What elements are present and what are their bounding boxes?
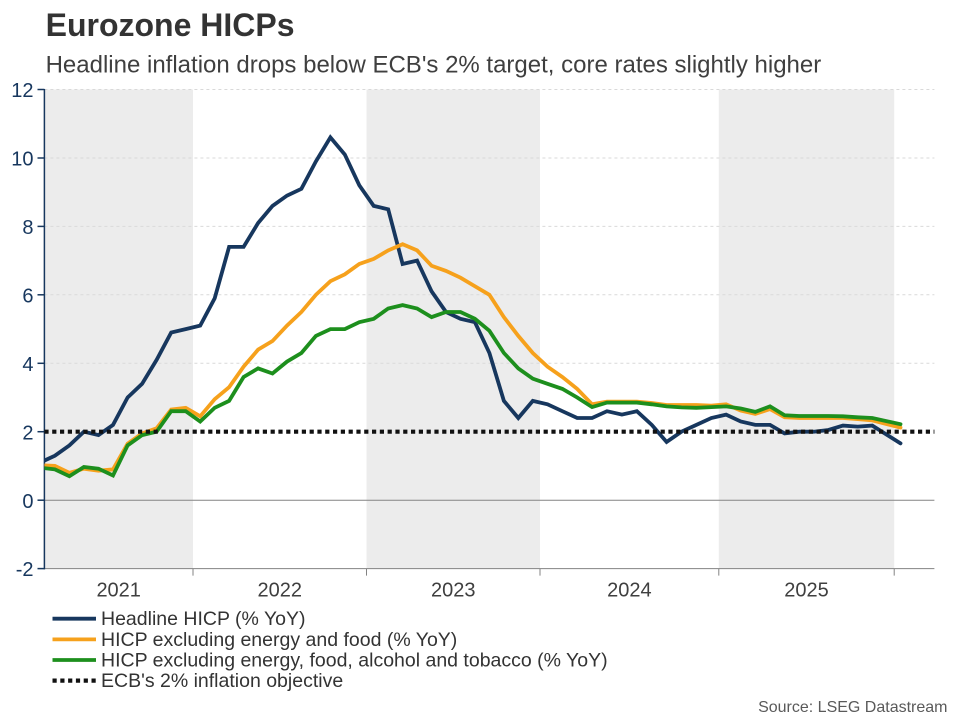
svg-text:4: 4 bbox=[22, 354, 33, 376]
svg-text:2022: 2022 bbox=[258, 580, 303, 602]
svg-text:2021: 2021 bbox=[96, 580, 141, 602]
svg-text:Eurozone HICPs: Eurozone HICPs bbox=[46, 7, 295, 43]
svg-text:6: 6 bbox=[22, 285, 33, 307]
svg-text:0: 0 bbox=[22, 491, 33, 513]
svg-text:HICP excluding energy and food: HICP excluding energy and food (% YoY) bbox=[101, 629, 457, 651]
svg-text:2: 2 bbox=[22, 422, 33, 444]
svg-text:8: 8 bbox=[22, 217, 33, 239]
svg-text:Source: LSEG Datastream: Source: LSEG Datastream bbox=[758, 699, 947, 716]
svg-text:Headline HICP (% YoY): Headline HICP (% YoY) bbox=[101, 608, 306, 630]
svg-text:ECB's 2% inflation objective: ECB's 2% inflation objective bbox=[101, 670, 343, 692]
svg-text:-2: -2 bbox=[16, 559, 34, 581]
svg-text:2024: 2024 bbox=[607, 580, 652, 602]
svg-text:2025: 2025 bbox=[784, 580, 829, 602]
svg-text:Headline inflation drops below: Headline inflation drops below ECB's 2% … bbox=[46, 52, 822, 79]
svg-text:10: 10 bbox=[11, 149, 33, 171]
svg-text:12: 12 bbox=[11, 80, 33, 102]
svg-text:HICP excluding energy, food, a: HICP excluding energy, food, alcohol and… bbox=[101, 650, 608, 672]
svg-text:2023: 2023 bbox=[431, 580, 476, 602]
